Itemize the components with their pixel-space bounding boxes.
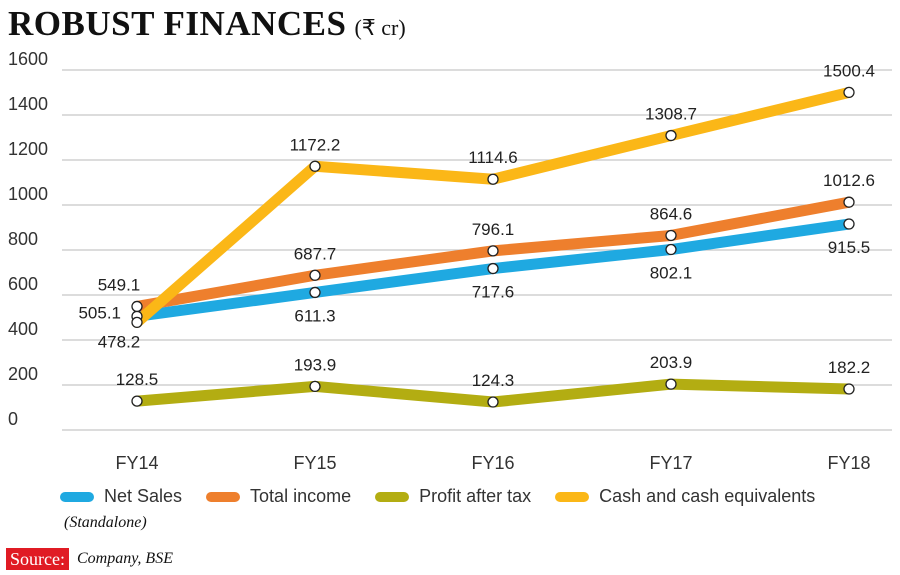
y-tick-label: 1000 xyxy=(8,184,48,204)
x-tick-label: FY14 xyxy=(115,453,158,473)
data-label: 802.1 xyxy=(650,264,693,283)
data-label: 796.1 xyxy=(472,220,515,239)
data-label: 1172.2 xyxy=(290,135,341,154)
data-point xyxy=(131,300,143,313)
data-label: 611.3 xyxy=(294,306,335,325)
y-tick-label: 1400 xyxy=(8,94,48,114)
data-point xyxy=(309,286,321,299)
y-tick-label: 600 xyxy=(8,274,38,294)
legend-label: Profit after tax xyxy=(419,486,532,506)
legend-item: Cash and cash equivalents xyxy=(555,486,815,507)
data-label: 182.2 xyxy=(828,358,871,377)
source-line: Source: Company, BSE xyxy=(6,548,173,570)
legend-label: Total income xyxy=(250,486,352,506)
data-point xyxy=(665,229,677,242)
data-label: 915.5 xyxy=(828,238,871,257)
x-tick-label: FY17 xyxy=(649,453,692,473)
data-label: 1500.4 xyxy=(823,61,875,80)
data-point xyxy=(131,316,143,329)
data-point xyxy=(309,160,321,172)
data-label: 478.2 xyxy=(98,332,141,351)
y-tick-label: 0 xyxy=(8,409,18,429)
data-label: 717.6 xyxy=(472,283,515,302)
data-point xyxy=(309,380,321,393)
data-point xyxy=(487,245,499,257)
data-point xyxy=(131,395,143,407)
y-tick-label: 800 xyxy=(8,229,38,249)
data-label: 1012.6 xyxy=(823,171,875,190)
data-point xyxy=(843,383,855,395)
data-label: 1308.7 xyxy=(645,105,697,124)
data-label: 128.5 xyxy=(116,370,159,389)
data-point xyxy=(665,129,677,142)
legend-swatch xyxy=(206,491,241,502)
legend-item: Total income xyxy=(206,486,351,507)
chart-title-block: ROBUST FINANCES (₹ cr) xyxy=(8,4,406,44)
y-tick-label: 400 xyxy=(8,319,38,339)
data-point xyxy=(487,396,499,408)
x-tick-label: FY18 xyxy=(827,453,870,473)
source-text: Company, BSE xyxy=(76,550,173,567)
data-point xyxy=(665,243,677,256)
y-tick-label: 1600 xyxy=(8,49,48,69)
chart-unit: (₹ cr) xyxy=(354,15,406,40)
y-tick-label: 200 xyxy=(8,364,38,384)
legend-item: Profit after tax xyxy=(375,486,531,507)
y-tick-label: 1200 xyxy=(8,139,48,159)
legend-item: Net Sales xyxy=(60,486,182,507)
data-point xyxy=(487,262,499,275)
data-label: 505.1 xyxy=(78,303,121,322)
data-point xyxy=(843,218,855,230)
data-point xyxy=(843,86,855,99)
chart-legend: Net Sales Total income Profit after tax Cas… xyxy=(60,486,839,507)
data-point xyxy=(843,196,855,208)
line-chart: 0 200 400 600 800 1000 1200 1400 1600 FY14 FY15 FY1… xyxy=(8,49,892,473)
data-label: 549.1 xyxy=(98,275,141,294)
data-label: 124.3 xyxy=(472,371,515,390)
source-label: Source: xyxy=(6,548,69,570)
x-tick-label: FY16 xyxy=(471,453,514,473)
data-point xyxy=(665,378,677,390)
standalone-note: (Standalone) xyxy=(64,514,147,531)
x-tick-label: FY15 xyxy=(293,453,336,473)
legend-swatch xyxy=(60,491,94,502)
data-label: 1114.6 xyxy=(468,148,517,167)
data-label: 864.6 xyxy=(650,204,693,223)
data-label: 203.9 xyxy=(650,353,693,372)
legend-label: Net Sales xyxy=(104,486,183,506)
legend-swatch xyxy=(375,491,410,502)
data-point xyxy=(487,173,499,185)
chart-title: ROBUST FINANCES xyxy=(8,4,347,43)
data-label: 193.9 xyxy=(294,355,337,374)
legend-label: Cash and cash equivalents xyxy=(599,486,816,506)
data-point xyxy=(309,269,321,281)
data-label: 687.7 xyxy=(294,244,337,263)
legend-swatch xyxy=(555,491,590,502)
